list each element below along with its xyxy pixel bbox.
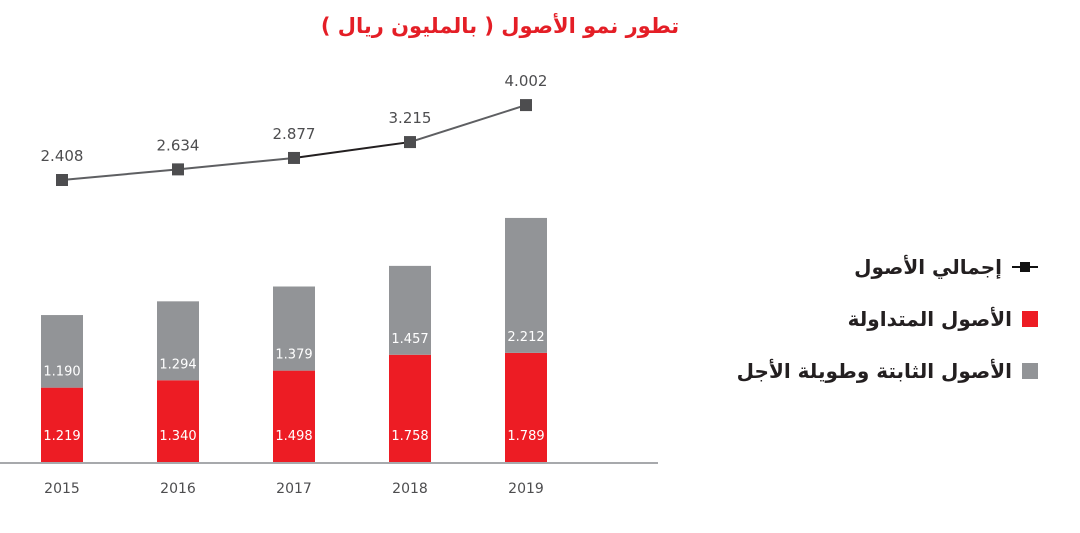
total-line-segment: [409, 104, 527, 144]
legend-label-current-assets: الأصول المتداولة: [847, 307, 1012, 331]
bar-value-label-current: 1.340: [159, 429, 196, 444]
legend: إجمالي الأصول الأصول المتداولة الأصول ال…: [658, 252, 1038, 408]
x-tick-label: 2019: [508, 481, 544, 497]
bar-current-assets: [505, 352, 547, 462]
legend-item-total-assets: إجمالي الأصول: [658, 252, 1038, 282]
bar-fixed-assets: [389, 265, 431, 355]
total-point-marker: [404, 136, 416, 149]
bar-value-label-fixed: 1.457: [391, 332, 428, 347]
legend-item-fixed-assets: الأصول الثابتة وطويلة الأجل: [658, 356, 1038, 386]
x-tick-label: 2015: [44, 481, 80, 497]
total-point-marker: [520, 99, 532, 112]
total-value-label: 2.634: [157, 136, 200, 154]
bar-value-label-current: 1.758: [391, 429, 428, 444]
bar-value-label-current: 1.789: [507, 429, 544, 444]
bar-value-label-fixed: 1.379: [275, 348, 312, 363]
bar-fixed-assets: [505, 217, 547, 353]
total-point-marker: [172, 163, 184, 176]
x-tick-label: 2017: [276, 481, 312, 497]
bar-value-label-fixed: 2.212: [507, 330, 544, 345]
bar-current-assets: [389, 354, 431, 462]
bar-value-label-current: 1.219: [43, 429, 80, 444]
x-tick-label: 2018: [392, 481, 428, 497]
bar-value-label-current: 1.498: [275, 429, 312, 444]
legend-label-total-assets: إجمالي الأصول: [854, 255, 1002, 279]
bar-current-assets: [157, 380, 199, 462]
bar-current-assets: [273, 370, 315, 462]
legend-line-marker-icon: [1012, 259, 1038, 275]
total-value-label: 4.002: [505, 72, 548, 90]
legend-item-current-assets: الأصول المتداولة: [658, 304, 1038, 334]
bar-value-label-fixed: 1.190: [43, 365, 80, 380]
total-line-segment: [61, 168, 179, 181]
legend-swatch-red-icon: [1022, 311, 1038, 327]
bar-fixed-assets: [157, 301, 199, 381]
bar-value-label-fixed: 1.294: [159, 357, 196, 372]
chart-title: تطور نمو الأصول ( بالمليون ريال ): [320, 14, 680, 38]
total-line-segment: [293, 141, 411, 159]
total-point-marker: [288, 151, 300, 164]
total-value-label: 3.215: [389, 109, 432, 127]
legend-label-fixed-assets: الأصول الثابتة وطويلة الأجل: [736, 359, 1012, 383]
bar-current-assets: [41, 387, 83, 462]
total-line-segment: [177, 156, 295, 171]
x-tick-label: 2016: [160, 481, 196, 497]
total-value-label: 2.408: [41, 147, 84, 165]
bar-fixed-assets: [41, 315, 83, 388]
legend-swatch-gray-icon: [1022, 363, 1038, 379]
total-point-marker: [56, 174, 68, 186]
total-value-label: 2.877: [273, 125, 316, 143]
stacked-bar-chart: 1.219 1.190 2015 1.340 1.294 2016 1.498 1.379 20…: [0, 72, 658, 497]
bar-fixed-assets: [273, 286, 315, 371]
